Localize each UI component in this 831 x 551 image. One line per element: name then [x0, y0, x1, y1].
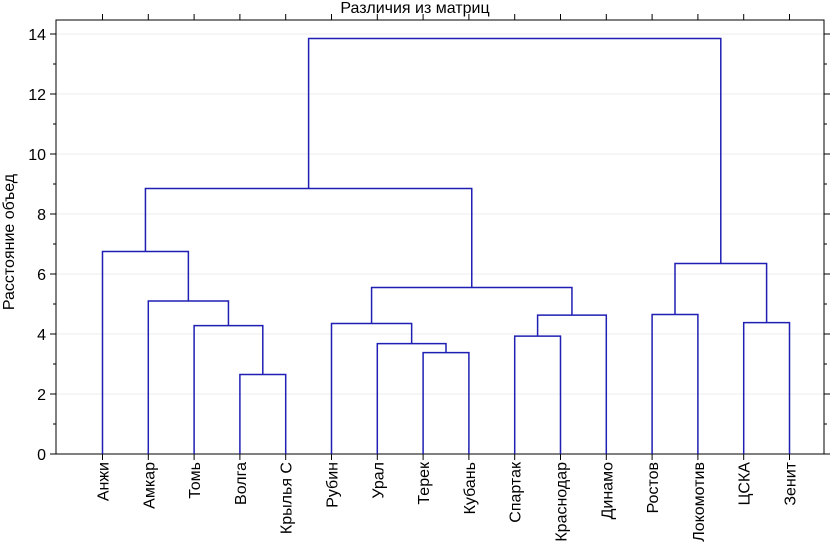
y-tick-label: 0	[37, 447, 46, 464]
leaf-label: Краснодар	[554, 462, 571, 542]
dendrogram-link	[651, 313, 699, 454]
dendrogram-links	[101, 37, 791, 454]
y-axis: 0 2 4 6 8 10 12 14	[28, 27, 830, 464]
grid-layer	[56, 33, 824, 395]
y-tick-label: 12	[28, 87, 46, 104]
leaf-label: Локомотив	[691, 462, 708, 542]
y-tick-label: 8	[37, 207, 46, 224]
dendrogram-link	[674, 262, 768, 323]
leaf-label: Рубин	[325, 462, 342, 508]
leaf-label: ЦСКА	[737, 462, 754, 506]
leaf-label: Анжи	[96, 462, 113, 501]
leaf-label: Амкар	[141, 462, 158, 509]
leaf-label: Кубань	[462, 462, 479, 514]
dendrogram-link	[513, 335, 562, 454]
dendrogram-link	[370, 286, 573, 324]
dendrogram-link	[101, 250, 190, 454]
chart-title: Различия из матриц	[340, 0, 489, 17]
leaf-label: Спартак	[508, 461, 525, 523]
y-tick-label: 14	[28, 27, 46, 44]
y-tick-label: 6	[37, 267, 46, 284]
dendrogram-link	[307, 37, 722, 264]
leaf-label: Томь	[187, 462, 204, 499]
dendrogram-link	[147, 300, 230, 454]
dendrogram-link	[422, 351, 470, 454]
x-axis: Анжи Амкар Томь Волга Крылья С Рубин Урал Терек…	[96, 14, 800, 542]
dendrogram-link	[144, 187, 473, 288]
leaf-label: Крылья С	[279, 462, 296, 534]
dendrogram-link	[376, 342, 447, 454]
y-axis-title: Расстояние объед	[1, 173, 18, 310]
plot-frame	[55, 19, 825, 455]
leaf-label: Ростов	[645, 462, 662, 513]
leaf-label: Динамо	[599, 462, 616, 520]
y-tick-label: 4	[37, 327, 46, 344]
leaf-label: Зенит	[783, 461, 800, 505]
dendrogram-link	[742, 321, 791, 454]
y-tick-label: 10	[28, 147, 46, 164]
dendrogram-link	[239, 373, 287, 454]
leaf-label: Терек	[416, 461, 433, 505]
leaf-label: Волга	[233, 462, 250, 505]
leaf-label: Урал	[370, 462, 387, 499]
y-tick-label: 2	[37, 387, 46, 404]
dendrogram-link	[193, 324, 264, 454]
